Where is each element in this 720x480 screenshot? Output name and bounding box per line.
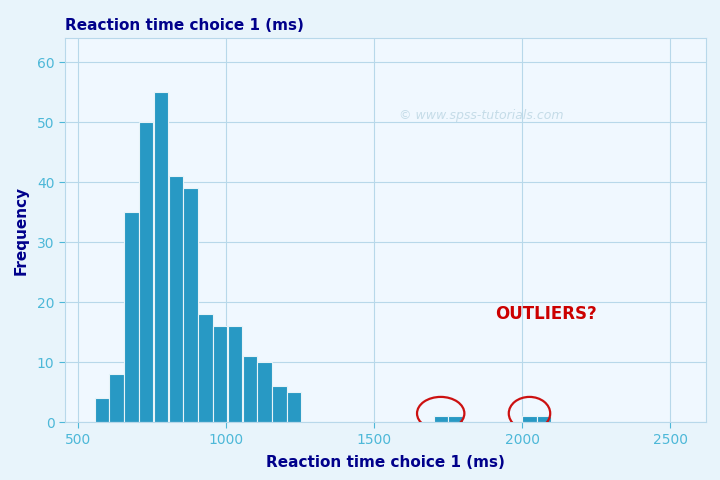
Bar — [449, 417, 463, 422]
Bar — [125, 212, 138, 422]
Bar — [184, 188, 198, 422]
X-axis label: Reaction time choice 1 (ms): Reaction time choice 1 (ms) — [266, 455, 505, 470]
Bar — [433, 417, 448, 422]
Bar — [109, 374, 124, 422]
Bar — [139, 122, 153, 422]
Text: © www.spss-tutorials.com: © www.spss-tutorials.com — [399, 108, 564, 122]
Bar — [154, 92, 168, 422]
Bar — [258, 362, 271, 422]
Bar — [228, 326, 242, 422]
Bar — [198, 314, 212, 422]
Bar — [243, 356, 257, 422]
Bar — [168, 176, 183, 422]
Bar — [272, 386, 287, 422]
Text: OUTLIERS?: OUTLIERS? — [495, 305, 597, 324]
Y-axis label: Frequency: Frequency — [14, 186, 28, 275]
Bar — [94, 398, 109, 422]
Bar — [287, 393, 302, 422]
Bar — [522, 417, 536, 422]
Text: Reaction time choice 1 (ms): Reaction time choice 1 (ms) — [65, 18, 304, 33]
Bar — [537, 417, 552, 422]
Bar — [213, 326, 228, 422]
